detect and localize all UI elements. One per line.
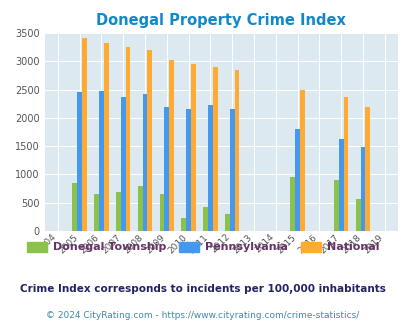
Bar: [120, 97, 125, 231]
Bar: [99, 91, 104, 231]
Bar: [137, 186, 142, 231]
Bar: [77, 92, 82, 231]
Text: Crime Index corresponds to incidents per 100,000 inhabitants: Crime Index corresponds to incidents per…: [20, 284, 385, 294]
Bar: [202, 207, 207, 231]
Bar: [355, 199, 360, 231]
Bar: [190, 64, 195, 231]
Bar: [94, 194, 99, 231]
Bar: [186, 109, 190, 231]
Bar: [142, 93, 147, 231]
Bar: [338, 139, 343, 231]
Bar: [82, 38, 87, 231]
Bar: [234, 70, 239, 231]
Bar: [116, 192, 120, 231]
Bar: [169, 60, 173, 231]
Bar: [229, 109, 234, 231]
Title: Donegal Property Crime Index: Donegal Property Crime Index: [96, 13, 345, 28]
Bar: [294, 129, 299, 231]
Bar: [333, 180, 338, 231]
Bar: [212, 67, 217, 231]
Bar: [104, 43, 108, 231]
Bar: [147, 50, 152, 231]
Legend: Donegal Township, Pennsylvania, National: Donegal Township, Pennsylvania, National: [22, 237, 383, 257]
Bar: [299, 89, 304, 231]
Bar: [290, 177, 294, 231]
Bar: [159, 194, 164, 231]
Bar: [360, 147, 364, 231]
Bar: [343, 97, 347, 231]
Bar: [164, 107, 169, 231]
Bar: [72, 183, 77, 231]
Bar: [224, 214, 229, 231]
Bar: [207, 105, 212, 231]
Bar: [125, 47, 130, 231]
Text: © 2024 CityRating.com - https://www.cityrating.com/crime-statistics/: © 2024 CityRating.com - https://www.city…: [46, 312, 359, 320]
Bar: [364, 107, 369, 231]
Bar: [181, 218, 186, 231]
